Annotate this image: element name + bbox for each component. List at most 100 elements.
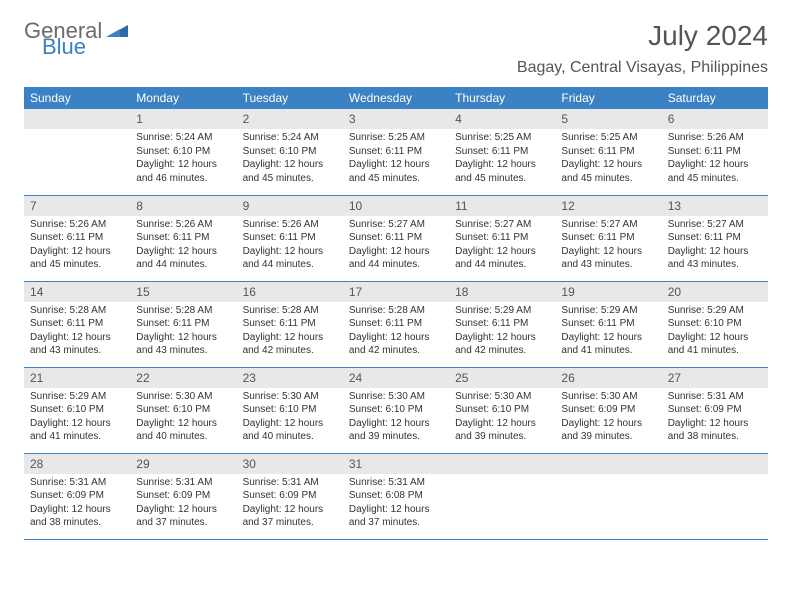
calendar-cell: 4Sunrise: 5:25 AMSunset: 6:11 PMDaylight…: [449, 109, 555, 195]
day-details: Sunrise: 5:29 AMSunset: 6:10 PMDaylight:…: [662, 302, 768, 362]
calendar-cell: 12Sunrise: 5:27 AMSunset: 6:11 PMDayligh…: [555, 195, 661, 281]
day-number: 5: [555, 109, 661, 129]
day-details: Sunrise: 5:26 AMSunset: 6:11 PMDaylight:…: [237, 216, 343, 276]
calendar-cell: 6Sunrise: 5:26 AMSunset: 6:11 PMDaylight…: [662, 109, 768, 195]
day-details: Sunrise: 5:26 AMSunset: 6:11 PMDaylight:…: [130, 216, 236, 276]
calendar-cell: 28Sunrise: 5:31 AMSunset: 6:09 PMDayligh…: [24, 453, 130, 539]
calendar-row: 14Sunrise: 5:28 AMSunset: 6:11 PMDayligh…: [24, 281, 768, 367]
calendar-cell: 21Sunrise: 5:29 AMSunset: 6:10 PMDayligh…: [24, 367, 130, 453]
day-number: 26: [555, 368, 661, 388]
day-details: Sunrise: 5:26 AMSunset: 6:11 PMDaylight:…: [662, 129, 768, 189]
day-number: 14: [24, 282, 130, 302]
day-header: Monday: [130, 87, 236, 109]
calendar-cell: 10Sunrise: 5:27 AMSunset: 6:11 PMDayligh…: [343, 195, 449, 281]
day-number: 8: [130, 196, 236, 216]
day-number-empty: [555, 454, 661, 474]
day-number-empty: [449, 454, 555, 474]
day-details: Sunrise: 5:28 AMSunset: 6:11 PMDaylight:…: [24, 302, 130, 362]
day-details: Sunrise: 5:31 AMSunset: 6:08 PMDaylight:…: [343, 474, 449, 534]
calendar-cell: 25Sunrise: 5:30 AMSunset: 6:10 PMDayligh…: [449, 367, 555, 453]
calendar-cell: [555, 453, 661, 539]
day-number: 18: [449, 282, 555, 302]
day-header: Friday: [555, 87, 661, 109]
day-number: 24: [343, 368, 449, 388]
day-number: 25: [449, 368, 555, 388]
calendar-cell: 11Sunrise: 5:27 AMSunset: 6:11 PMDayligh…: [449, 195, 555, 281]
day-details: Sunrise: 5:27 AMSunset: 6:11 PMDaylight:…: [555, 216, 661, 276]
day-number: 16: [237, 282, 343, 302]
day-number: 30: [237, 454, 343, 474]
calendar-cell: 24Sunrise: 5:30 AMSunset: 6:10 PMDayligh…: [343, 367, 449, 453]
day-number: 12: [555, 196, 661, 216]
calendar-cell: 29Sunrise: 5:31 AMSunset: 6:09 PMDayligh…: [130, 453, 236, 539]
calendar-cell: 16Sunrise: 5:28 AMSunset: 6:11 PMDayligh…: [237, 281, 343, 367]
day-header: Wednesday: [343, 87, 449, 109]
day-number: 11: [449, 196, 555, 216]
calendar-cell: 9Sunrise: 5:26 AMSunset: 6:11 PMDaylight…: [237, 195, 343, 281]
location-text: Bagay, Central Visayas, Philippines: [24, 59, 768, 77]
day-details: Sunrise: 5:31 AMSunset: 6:09 PMDaylight:…: [24, 474, 130, 534]
calendar-cell: [449, 453, 555, 539]
calendar-cell: 8Sunrise: 5:26 AMSunset: 6:11 PMDaylight…: [130, 195, 236, 281]
day-number-empty: [24, 109, 130, 129]
brand-word2: Blue: [42, 34, 86, 59]
calendar-cell: 5Sunrise: 5:25 AMSunset: 6:11 PMDaylight…: [555, 109, 661, 195]
day-number: 23: [237, 368, 343, 388]
calendar-cell: 26Sunrise: 5:30 AMSunset: 6:09 PMDayligh…: [555, 367, 661, 453]
day-details: Sunrise: 5:27 AMSunset: 6:11 PMDaylight:…: [449, 216, 555, 276]
calendar-cell: 18Sunrise: 5:29 AMSunset: 6:11 PMDayligh…: [449, 281, 555, 367]
day-header: Sunday: [24, 87, 130, 109]
day-details: Sunrise: 5:29 AMSunset: 6:11 PMDaylight:…: [449, 302, 555, 362]
day-header: Thursday: [449, 87, 555, 109]
day-details: Sunrise: 5:25 AMSunset: 6:11 PMDaylight:…: [449, 129, 555, 189]
day-number: 15: [130, 282, 236, 302]
day-number: 31: [343, 454, 449, 474]
calendar-cell: 17Sunrise: 5:28 AMSunset: 6:11 PMDayligh…: [343, 281, 449, 367]
calendar-row: 7Sunrise: 5:26 AMSunset: 6:11 PMDaylight…: [24, 195, 768, 281]
calendar-row: 1Sunrise: 5:24 AMSunset: 6:10 PMDaylight…: [24, 109, 768, 195]
day-details: Sunrise: 5:30 AMSunset: 6:10 PMDaylight:…: [237, 388, 343, 448]
day-number: 27: [662, 368, 768, 388]
calendar-cell: 14Sunrise: 5:28 AMSunset: 6:11 PMDayligh…: [24, 281, 130, 367]
calendar-cell: 1Sunrise: 5:24 AMSunset: 6:10 PMDaylight…: [130, 109, 236, 195]
day-header: Tuesday: [237, 87, 343, 109]
day-details: Sunrise: 5:27 AMSunset: 6:11 PMDaylight:…: [662, 216, 768, 276]
day-details: Sunrise: 5:30 AMSunset: 6:10 PMDaylight:…: [343, 388, 449, 448]
calendar-cell: [662, 453, 768, 539]
day-number: 20: [662, 282, 768, 302]
day-details: Sunrise: 5:25 AMSunset: 6:11 PMDaylight:…: [555, 129, 661, 189]
calendar-cell: 22Sunrise: 5:30 AMSunset: 6:10 PMDayligh…: [130, 367, 236, 453]
calendar-row: 28Sunrise: 5:31 AMSunset: 6:09 PMDayligh…: [24, 453, 768, 539]
day-number: 21: [24, 368, 130, 388]
day-details: Sunrise: 5:31 AMSunset: 6:09 PMDaylight:…: [130, 474, 236, 534]
day-number: 22: [130, 368, 236, 388]
day-details: Sunrise: 5:30 AMSunset: 6:10 PMDaylight:…: [130, 388, 236, 448]
day-number: 2: [237, 109, 343, 129]
day-number: 1: [130, 109, 236, 129]
calendar-cell: 7Sunrise: 5:26 AMSunset: 6:11 PMDaylight…: [24, 195, 130, 281]
month-title: July 2024: [648, 20, 768, 52]
day-details: Sunrise: 5:31 AMSunset: 6:09 PMDaylight:…: [662, 388, 768, 448]
brand-triangle-icon: [106, 21, 128, 42]
day-details: Sunrise: 5:25 AMSunset: 6:11 PMDaylight:…: [343, 129, 449, 189]
calendar-cell: 13Sunrise: 5:27 AMSunset: 6:11 PMDayligh…: [662, 195, 768, 281]
calendar-cell: [24, 109, 130, 195]
day-number: 7: [24, 196, 130, 216]
calendar-cell: 23Sunrise: 5:30 AMSunset: 6:10 PMDayligh…: [237, 367, 343, 453]
calendar-row: 21Sunrise: 5:29 AMSunset: 6:10 PMDayligh…: [24, 367, 768, 453]
calendar-table: SundayMondayTuesdayWednesdayThursdayFrid…: [24, 87, 768, 540]
calendar-cell: 2Sunrise: 5:24 AMSunset: 6:10 PMDaylight…: [237, 109, 343, 195]
day-details: Sunrise: 5:26 AMSunset: 6:11 PMDaylight:…: [24, 216, 130, 276]
day-details: Sunrise: 5:24 AMSunset: 6:10 PMDaylight:…: [130, 129, 236, 189]
day-details: Sunrise: 5:28 AMSunset: 6:11 PMDaylight:…: [237, 302, 343, 362]
day-header-row: SundayMondayTuesdayWednesdayThursdayFrid…: [24, 87, 768, 109]
day-header: Saturday: [662, 87, 768, 109]
calendar-body: 1Sunrise: 5:24 AMSunset: 6:10 PMDaylight…: [24, 109, 768, 539]
day-number: 28: [24, 454, 130, 474]
calendar-cell: 30Sunrise: 5:31 AMSunset: 6:09 PMDayligh…: [237, 453, 343, 539]
day-details: Sunrise: 5:30 AMSunset: 6:09 PMDaylight:…: [555, 388, 661, 448]
day-number: 6: [662, 109, 768, 129]
calendar-cell: 3Sunrise: 5:25 AMSunset: 6:11 PMDaylight…: [343, 109, 449, 195]
day-number: 9: [237, 196, 343, 216]
calendar-cell: 15Sunrise: 5:28 AMSunset: 6:11 PMDayligh…: [130, 281, 236, 367]
